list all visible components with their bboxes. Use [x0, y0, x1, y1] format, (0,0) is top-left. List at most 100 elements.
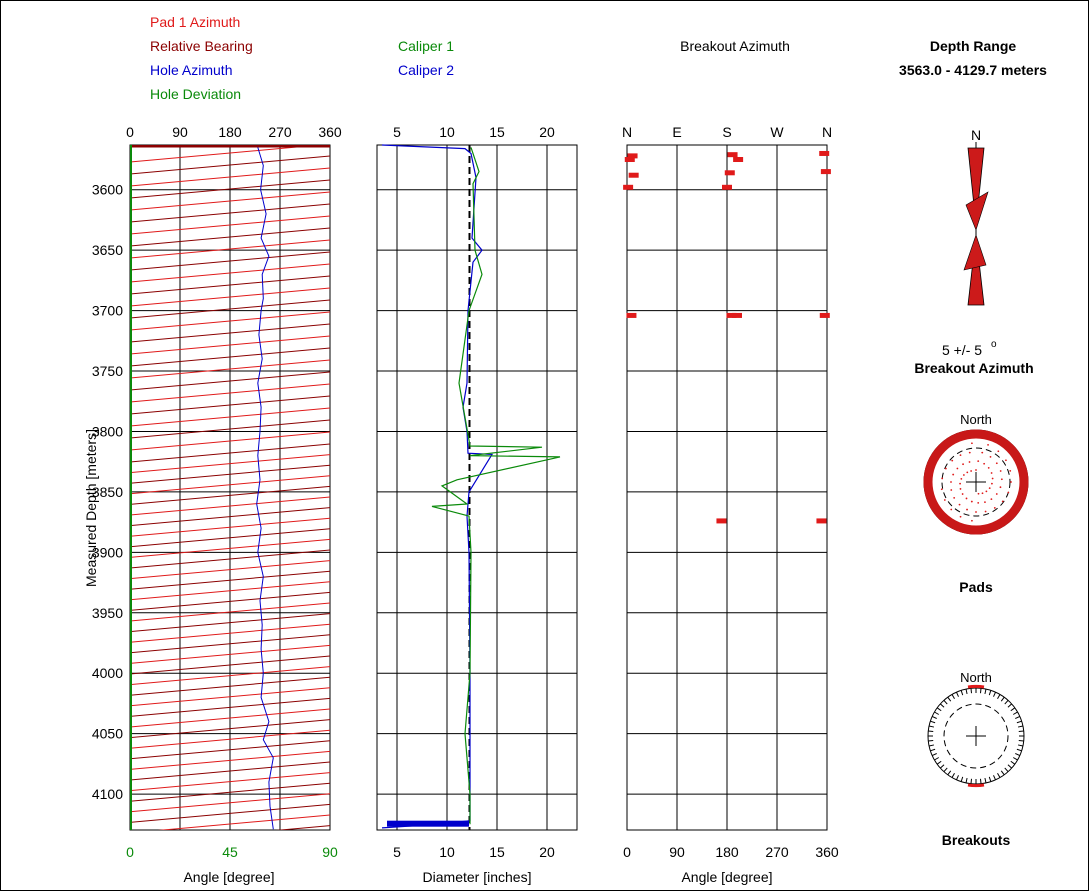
- caliper-top-tick: 10: [439, 124, 455, 140]
- breakout-point: [626, 312, 637, 318]
- breakouts-tick: [928, 730, 934, 733]
- bearing-trace: [130, 613, 330, 633]
- pads-north-label: North: [960, 412, 992, 427]
- bearing-trace: [130, 655, 330, 675]
- legend-caliper2: Caliper 2: [398, 62, 454, 78]
- breakout-point: [627, 153, 638, 159]
- orientation-top-tick: 360: [318, 124, 342, 140]
- bearing-trace: [130, 708, 330, 728]
- depth-tick-label: 3800: [92, 423, 123, 439]
- bearing-trace: [130, 729, 330, 749]
- pads-data-ring: [923, 429, 1029, 535]
- pads-scatter-dot: [958, 503, 961, 506]
- bearing-trace: [130, 549, 330, 569]
- pads-scatter-dot: [997, 450, 1000, 453]
- orientation-bottom-tick: 0: [126, 844, 134, 860]
- bearing-trace: [130, 419, 330, 439]
- breakout-point: [726, 312, 737, 318]
- breakout-top-tick: N: [822, 124, 832, 140]
- pads-scatter-dot: [987, 466, 990, 469]
- pads-scatter-dot: [960, 477, 963, 480]
- breakouts-tick: [1017, 744, 1024, 747]
- breakout-azimuth-value: 5 +/- 5: [942, 342, 982, 358]
- breakout-point: [816, 518, 827, 524]
- breakouts-bit-circle: [943, 703, 1009, 769]
- breakouts-tick: [997, 694, 1001, 700]
- bearing-trace: [130, 395, 330, 415]
- bearing-trace: [130, 383, 330, 403]
- pads-scatter-dot: [971, 519, 973, 522]
- pads-scatter-dot: [1001, 500, 1004, 503]
- breakouts-tick: [947, 770, 952, 776]
- pads-scatter-dot: [970, 470, 973, 472]
- depth-tick-label: 4000: [92, 665, 123, 681]
- bearing-trace: [130, 359, 330, 379]
- bearing-trace: [130, 155, 330, 175]
- pads-scatter-dot: [944, 467, 947, 470]
- breakouts-tick: [930, 720, 936, 724]
- breakouts-tick: [1012, 757, 1018, 761]
- pads-scatter-dot: [977, 492, 980, 495]
- bearing-trace: [130, 623, 330, 643]
- bearing-trace: [130, 602, 330, 622]
- breakouts-tick: [1010, 760, 1016, 765]
- pads-scatter-dot: [950, 489, 953, 491]
- breakouts-tick: [947, 696, 952, 702]
- pads-bit-circle: [941, 447, 1011, 517]
- breakout-point: [716, 518, 727, 524]
- legend-relative-bearing: Relative Bearing: [150, 38, 253, 54]
- depth-range-value: 3563.0 - 4129.7 meters: [899, 62, 1047, 78]
- bearing-trace: [130, 507, 330, 527]
- depth-tick-label: 4050: [92, 726, 123, 742]
- caliper-bottom-tick: 5: [393, 844, 401, 860]
- breakouts-tick: [951, 772, 955, 778]
- pads-scatter-dot: [977, 501, 980, 504]
- breakouts-tick: [965, 688, 968, 695]
- breakouts-tick: [1000, 696, 1005, 702]
- pads-scatter-dot: [959, 482, 961, 485]
- breakouts-tick: [970, 688, 973, 694]
- rose-north-label: N: [971, 127, 981, 143]
- pads-scatter-dot: [962, 463, 964, 466]
- pads-scatter-dot: [988, 487, 991, 490]
- pads-scatter-dot: [975, 469, 977, 471]
- bearing-trace: [130, 687, 330, 707]
- breakouts-tick: [956, 691, 959, 697]
- caliper-bottom-spike: [387, 820, 469, 827]
- pads-scatter-dot: [940, 488, 943, 491]
- pads-scatter-dot: [977, 460, 980, 463]
- pads-scatter-dot: [966, 471, 969, 474]
- breakouts-tick: [939, 703, 945, 708]
- bearing-trace: [130, 263, 330, 283]
- pads-scatter-dot: [981, 492, 984, 495]
- legend-hole-azimuth: Hole Azimuth: [150, 62, 232, 78]
- breakout-panel: N E S W N 0 90 180 270 360: [622, 124, 839, 860]
- breakouts-tick: [939, 764, 945, 769]
- pads-scatter-dot: [1009, 469, 1012, 472]
- breakouts-polar-plot: North: [927, 670, 1025, 788]
- breakout-point: [819, 312, 830, 318]
- caliper-top-tick: 5: [393, 124, 401, 140]
- pads-label: Pads: [959, 579, 993, 595]
- pads-scatter-dot: [987, 444, 989, 446]
- breakout-top-tick: E: [672, 124, 681, 140]
- pads-scatter-dot: [1000, 478, 1003, 481]
- bearing-trace: [130, 750, 330, 770]
- bearing-trace: [130, 407, 330, 427]
- bearing-trace: [130, 803, 330, 823]
- breakout-point: [727, 152, 738, 158]
- orientation-bottom-tick: 45: [222, 844, 238, 860]
- breakout-bottom-tick: 180: [715, 844, 739, 860]
- rose-petal-sw: [963, 234, 987, 271]
- bearing-trace: [130, 644, 330, 664]
- breakout-point: [724, 170, 735, 176]
- breakouts-tick: [928, 744, 935, 747]
- bearing-trace: [157, 814, 330, 830]
- breakouts-tick: [965, 777, 968, 784]
- caliper-panel: 5 10 15 20 5 10 15 20: [376, 124, 578, 860]
- pads-scatter-dot: [951, 459, 954, 462]
- breakouts-tick: [943, 767, 948, 773]
- pads-scatter-dot: [966, 508, 968, 511]
- bearing-trace: [130, 676, 330, 696]
